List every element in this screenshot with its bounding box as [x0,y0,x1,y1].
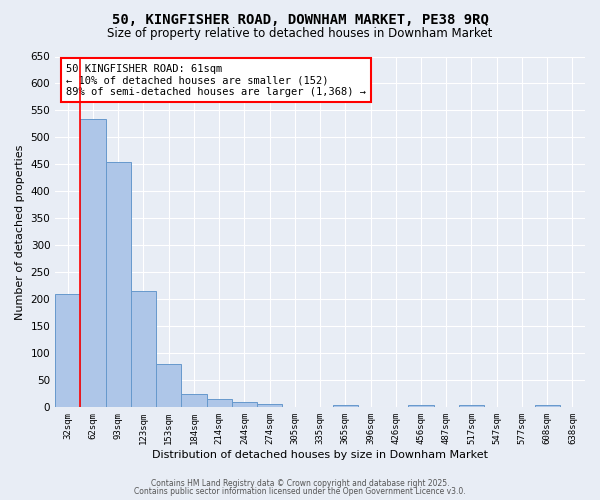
Bar [332,404,358,407]
Bar [535,404,560,407]
Bar [156,364,181,408]
Bar [181,394,206,407]
Text: 50 KINGFISHER ROAD: 61sqm
← 10% of detached houses are smaller (152)
89% of semi: 50 KINGFISHER ROAD: 61sqm ← 10% of detac… [66,64,366,96]
Bar [257,404,282,407]
Bar [459,404,484,407]
Bar [80,118,106,408]
Bar [55,294,80,408]
Text: 50, KINGFISHER ROAD, DOWNHAM MARKET, PE38 9RQ: 50, KINGFISHER ROAD, DOWNHAM MARKET, PE3… [112,12,488,26]
Text: Size of property relative to detached houses in Downham Market: Size of property relative to detached ho… [107,28,493,40]
Bar [106,162,131,408]
Bar [409,404,434,407]
Y-axis label: Number of detached properties: Number of detached properties [15,144,25,320]
Text: Contains public sector information licensed under the Open Government Licence v3: Contains public sector information licen… [134,487,466,496]
Bar [232,402,257,407]
Bar [131,292,156,408]
X-axis label: Distribution of detached houses by size in Downham Market: Distribution of detached houses by size … [152,450,488,460]
Bar [206,399,232,407]
Text: Contains HM Land Registry data © Crown copyright and database right 2025.: Contains HM Land Registry data © Crown c… [151,478,449,488]
